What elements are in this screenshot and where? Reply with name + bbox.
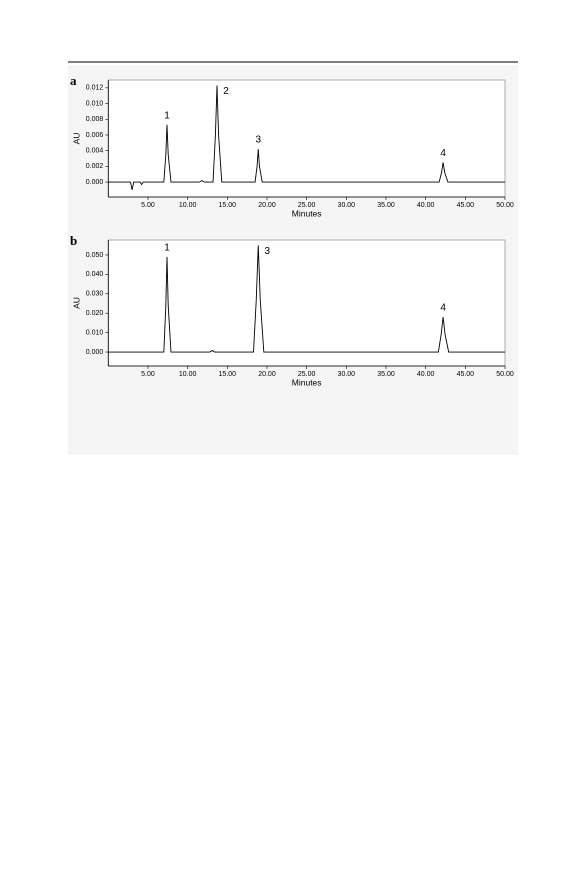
x-tick-label: 30.00 xyxy=(338,371,356,378)
peak-label: 1 xyxy=(164,243,170,254)
x-tick-label: 40.00 xyxy=(417,202,435,209)
y-tick-label: 0.040 xyxy=(86,271,104,278)
y-axis-title: AU xyxy=(71,133,81,145)
chromatogram-line xyxy=(108,245,505,353)
chromatogram-line xyxy=(108,85,505,191)
x-tick-label: 35.00 xyxy=(377,202,395,209)
x-axis-title: Minutes xyxy=(292,208,322,218)
x-tick-label: 20.00 xyxy=(258,202,276,209)
y-tick-label: 0.008 xyxy=(86,116,104,123)
panel-label: a xyxy=(70,73,77,88)
y-tick-label: 0.012 xyxy=(86,85,104,92)
x-tick-label: 10.00 xyxy=(179,371,197,378)
x-tick-label: 50.00 xyxy=(496,371,514,378)
x-tick-label: 25.00 xyxy=(298,202,316,209)
y-tick-label: 0.000 xyxy=(86,349,104,356)
x-tick-label: 30.00 xyxy=(338,202,356,209)
x-tick-label: 35.00 xyxy=(377,371,395,378)
plot-frame xyxy=(107,79,506,198)
x-axis-title: Minutes xyxy=(292,377,322,387)
x-tick-label: 50.00 xyxy=(496,202,514,209)
y-tick-label: 0.020 xyxy=(86,310,104,317)
x-tick-label: 40.00 xyxy=(417,371,435,378)
y-tick-label: 0.000 xyxy=(86,179,104,186)
peak-label: 3 xyxy=(255,135,261,146)
x-tick-label: 5.00 xyxy=(141,202,155,209)
peak-label: 2 xyxy=(223,86,229,97)
x-tick-label: 45.00 xyxy=(457,202,475,209)
y-tick-label: 0.002 xyxy=(86,163,104,170)
x-tick-label: 15.00 xyxy=(219,202,237,209)
y-tick-label: 0.006 xyxy=(86,132,104,139)
y-tick-label: 0.010 xyxy=(86,329,104,336)
x-tick-label: 25.00 xyxy=(298,371,316,378)
y-axis-title: AU xyxy=(71,297,81,309)
x-tick-label: 45.00 xyxy=(457,371,475,378)
y-tick-label: 0.050 xyxy=(86,252,104,259)
y-tick-label: 0.010 xyxy=(86,100,104,107)
panel-label: b xyxy=(70,233,77,248)
peak-label: 4 xyxy=(440,148,446,159)
peak-label: 1 xyxy=(164,110,170,121)
peak-label: 4 xyxy=(440,303,446,314)
y-tick-label: 0.004 xyxy=(86,148,104,155)
y-tick-label: 0.030 xyxy=(86,291,104,298)
plot-frame xyxy=(107,239,506,367)
x-tick-label: 15.00 xyxy=(219,371,237,378)
x-tick-label: 20.00 xyxy=(258,371,276,378)
peak-label: 3 xyxy=(264,246,270,257)
x-tick-label: 5.00 xyxy=(141,371,155,378)
x-tick-label: 10.00 xyxy=(179,202,197,209)
